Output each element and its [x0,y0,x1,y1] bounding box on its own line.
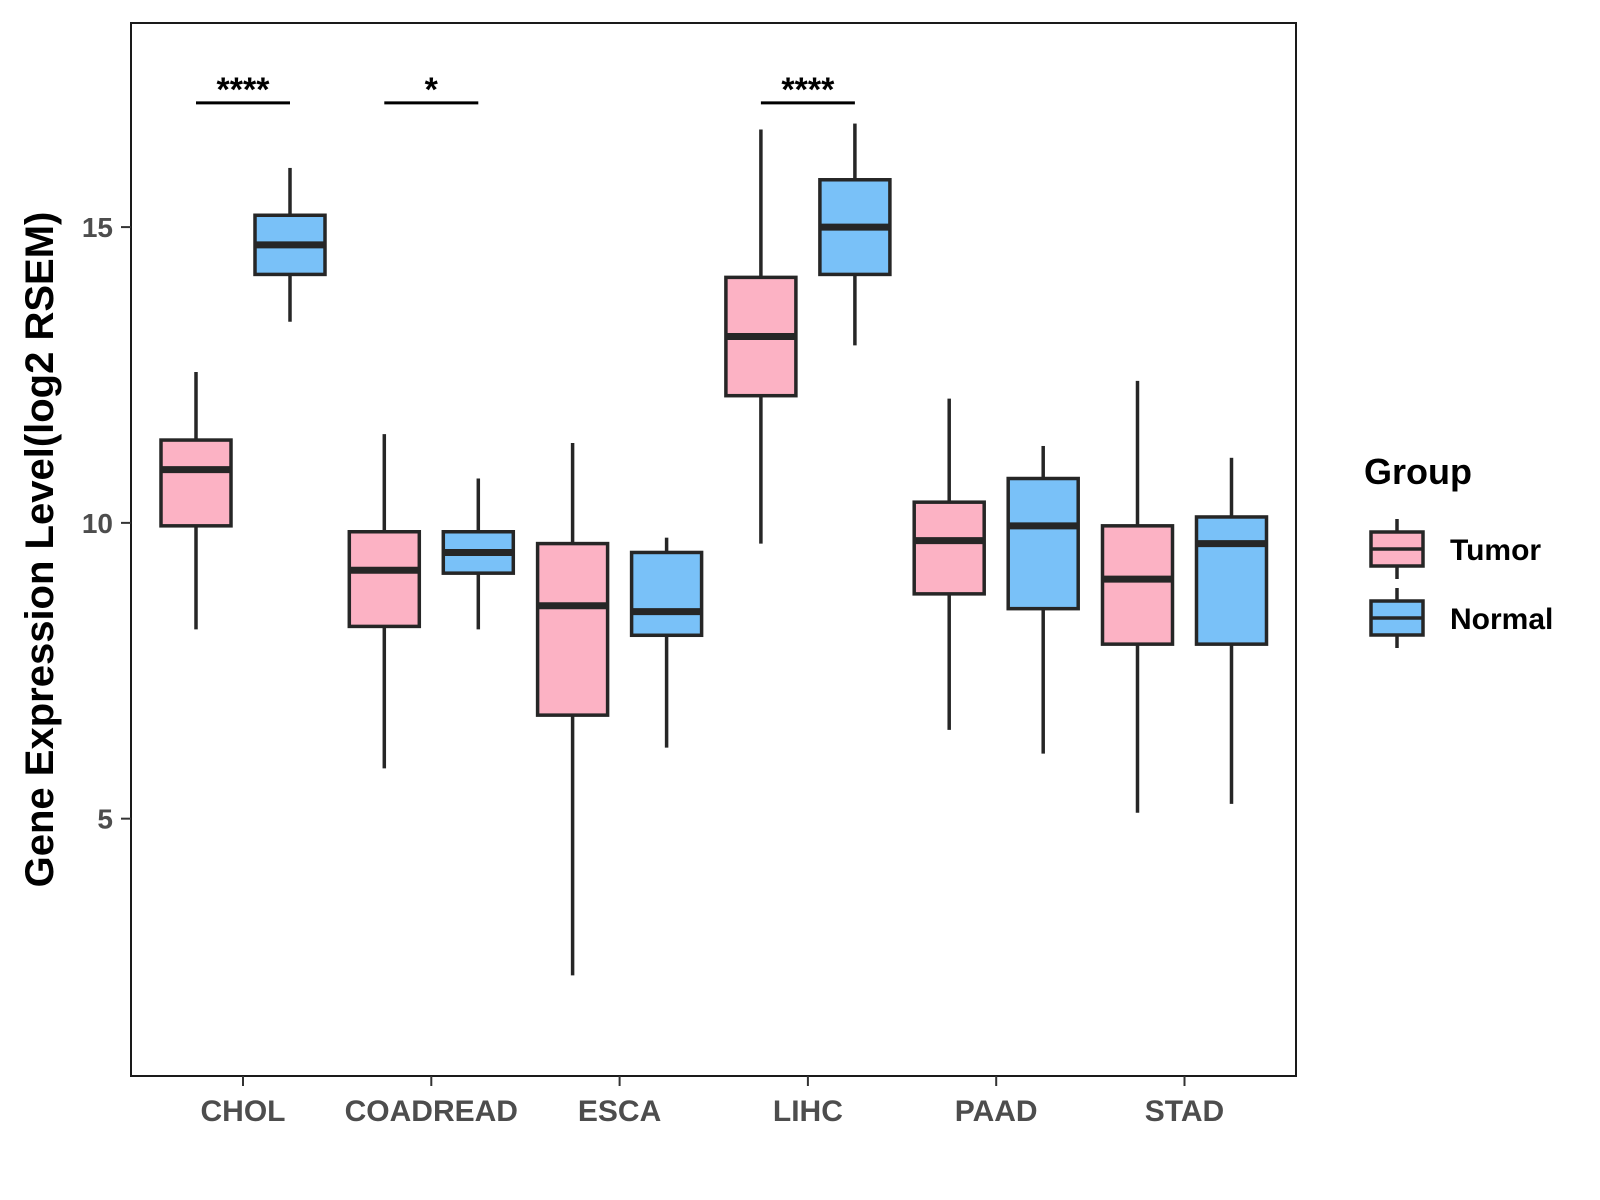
box-normal-stad [1194,457,1269,804]
x-tick-label-esca: ESCA [578,1095,661,1128]
sig-label: **** [217,71,271,109]
box-tumor-stad [1100,380,1175,813]
x-tick-label-paad: PAAD [955,1095,1038,1128]
legend-label-normal: Normal [1450,603,1553,636]
box-tumor-lihc [724,129,798,544]
box-normal-chol [253,167,327,322]
x-axis: CHOL COADREAD ESCA LIHC PAAD STAD [201,1076,1224,1128]
box-body [159,438,233,528]
y-axis-title: Gene Expression Level(log2 RSEM) [18,212,62,888]
box-series [159,123,1269,976]
sig-label: * [425,71,439,109]
box-body [347,530,422,629]
x-tick-label-coadread: COADREAD [345,1095,518,1128]
legend: Group Tumor Normal [1364,451,1553,648]
box-body [629,550,704,638]
legend-title: Group [1364,451,1472,492]
box-tumor-chol [159,372,233,630]
box-tumor-coadread [347,434,422,769]
y-axis: 5 10 15 [82,212,131,835]
box-normal-esca [629,537,704,748]
sig-label: **** [781,71,835,109]
series-normal [253,123,1269,804]
y-tick-label-5: 5 [97,804,113,835]
x-tick-label-lihc: LIHC [773,1095,843,1128]
series-tumor [159,129,1175,976]
box-body [1100,524,1175,646]
box-body [912,500,986,596]
legend-label-tumor: Tumor [1450,534,1541,567]
box-body [1194,515,1269,646]
x-tick-label-chol: CHOL [201,1095,286,1128]
box-normal-coadread [441,478,516,630]
legend-entry-normal: Normal [1369,588,1553,648]
box-normal-lihc [818,123,892,346]
sig-chol: **** [196,71,290,109]
sig-lihc: **** [760,71,855,109]
box-body [535,541,610,717]
box-tumor-paad [912,398,986,730]
y-tick-label-15: 15 [82,212,113,243]
significance-annotations: **** * **** [196,71,855,109]
legend-entry-tumor: Tumor [1369,519,1541,579]
box-normal-paad [1006,445,1080,754]
sig-coadread: * [384,71,479,109]
y-tick-label-10: 10 [82,508,113,539]
x-tick-label-stad: STAD [1145,1095,1224,1128]
box-tumor-esca [535,443,610,976]
box-body [1006,476,1080,611]
